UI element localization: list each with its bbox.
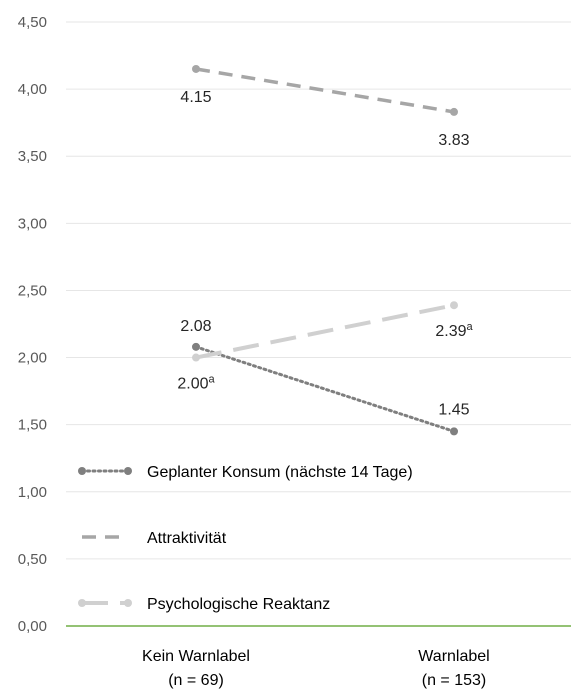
legend-label: Geplanter Konsum (nächste 14 Tage) xyxy=(147,464,413,481)
gridlines xyxy=(66,21,571,560)
y-tick-label: 4,00 xyxy=(18,81,47,98)
series-line xyxy=(195,303,455,360)
series-lines xyxy=(192,64,458,436)
y-tick-label: 3,00 xyxy=(18,215,47,232)
legend-marker xyxy=(78,599,86,607)
data-label: 1.45 xyxy=(438,401,469,418)
data-label: 2.08 xyxy=(180,318,211,335)
data-point xyxy=(192,64,200,73)
y-tick-label: 2,50 xyxy=(18,282,47,299)
series-line xyxy=(194,345,456,433)
y-tick-label: 2,00 xyxy=(18,350,47,367)
y-tick-label: 4,50 xyxy=(18,14,47,31)
data-point xyxy=(192,353,200,362)
y-tick-label: 0,00 xyxy=(18,618,47,635)
x-tick-label: Kein Warnlabel xyxy=(142,648,250,665)
y-tick-label: 0,50 xyxy=(18,551,47,568)
y-tick-label: 1,00 xyxy=(18,484,47,501)
data-label: 2.39a xyxy=(435,321,473,340)
x-tick-label: (n = 69) xyxy=(168,672,224,689)
data-point xyxy=(450,427,458,436)
data-labels: 2.08 1.45 4.15 3.83 2.00a 2.39a xyxy=(177,89,473,418)
x-axis: Kein Warnlabel (n = 69) Warnlabel (n = 153) xyxy=(66,625,571,689)
x-tick-label: Warnlabel xyxy=(418,648,489,665)
legend: Geplanter Konsum (nächste 14 Tage) Attrak… xyxy=(78,464,413,613)
data-label: 4.15 xyxy=(180,89,211,106)
legend-marker xyxy=(124,599,132,607)
y-tick-label: 1,50 xyxy=(18,417,47,434)
y-axis-ticks: 0,00 0,50 1,00 1,50 2,00 2,50 3,00 3,50 4,00 4,50 xyxy=(18,14,47,635)
legend-marker xyxy=(124,467,132,475)
legend-label: Psychologische Reaktanz xyxy=(147,596,330,613)
data-point xyxy=(450,107,458,116)
data-label: 3.83 xyxy=(438,132,469,149)
data-point xyxy=(192,342,200,351)
y-tick-label: 3,50 xyxy=(18,148,47,165)
legend-label: Attraktivität xyxy=(147,530,227,547)
data-label: 2.00a xyxy=(177,374,215,393)
data-point xyxy=(450,301,458,310)
series-line xyxy=(195,67,455,114)
x-tick-label: (n = 153) xyxy=(422,672,486,689)
legend-marker xyxy=(78,467,86,475)
